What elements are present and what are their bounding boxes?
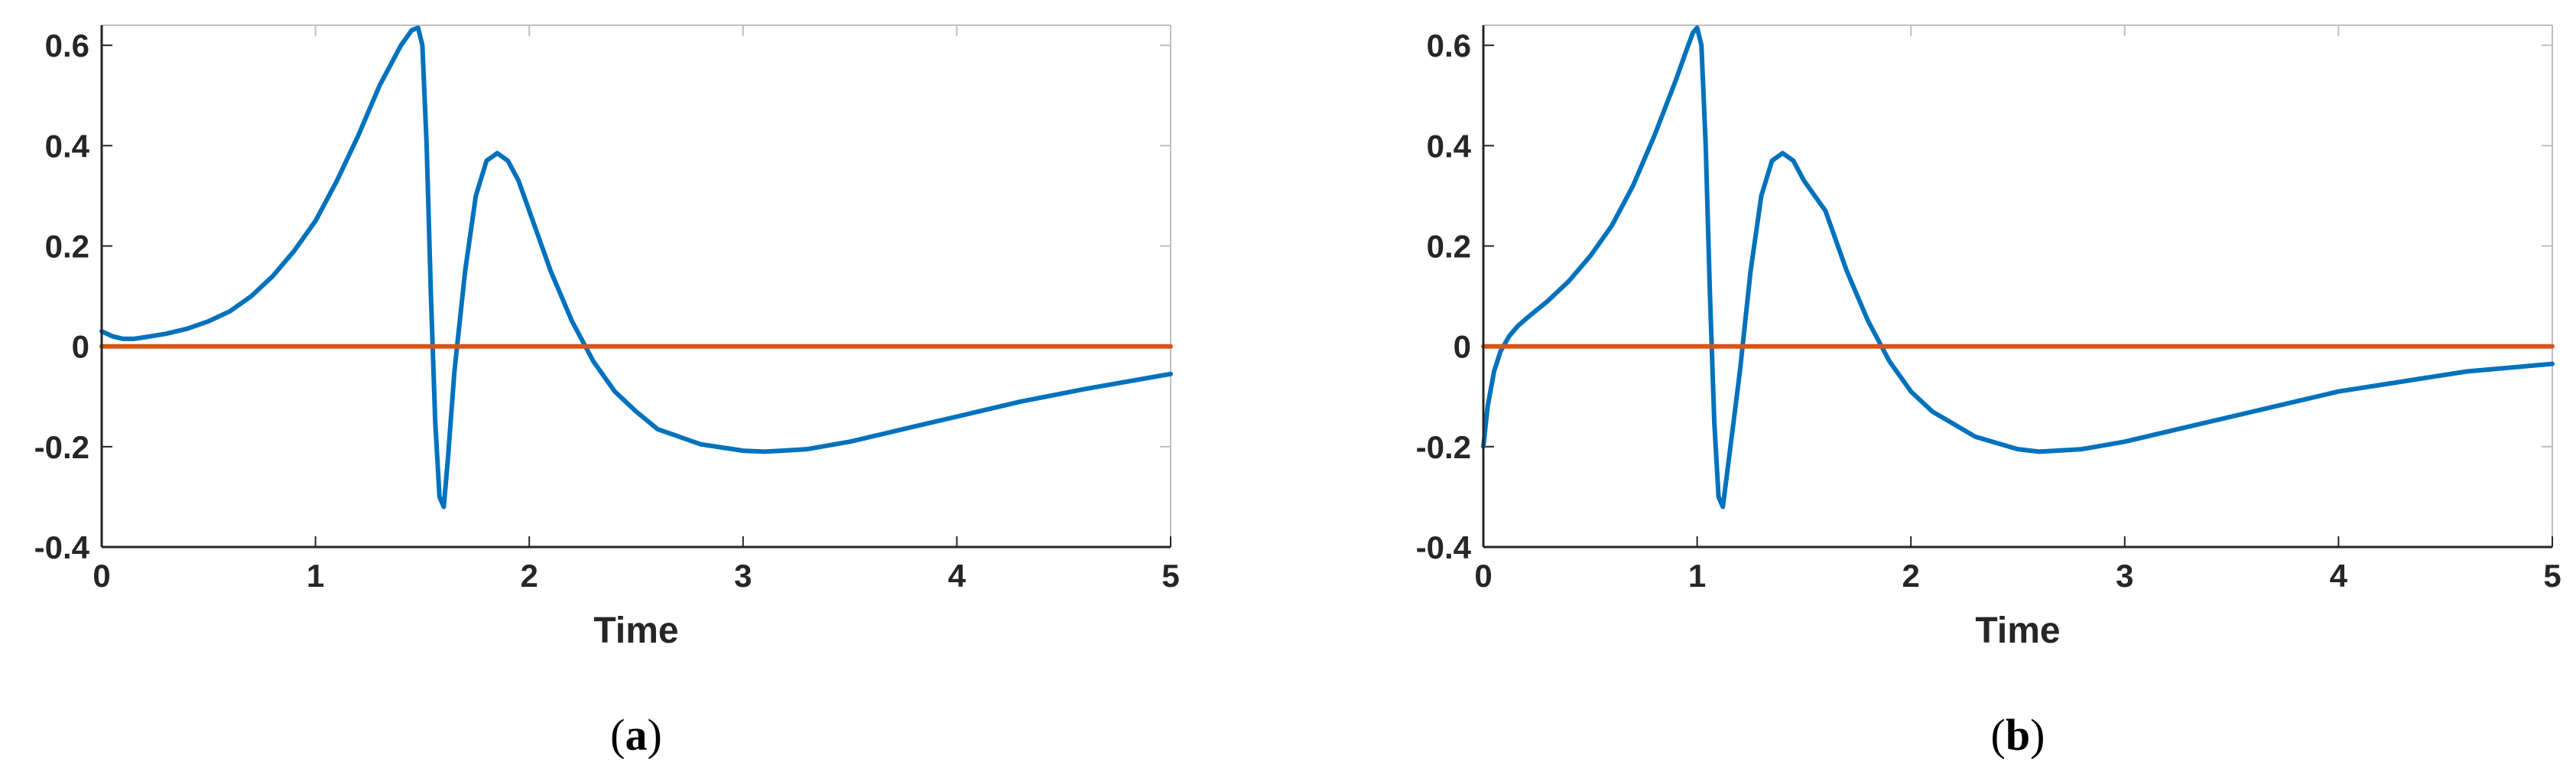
x-tick-label: 2 [521, 558, 538, 594]
panel-label-open: ( [610, 710, 625, 760]
y-tick-label: 0.6 [1427, 28, 1471, 63]
y-tick-label: 0 [72, 329, 89, 365]
y-tick-label: 0.2 [45, 229, 89, 265]
x-tick-label: 1 [1688, 558, 1706, 594]
x-tick-label: 0 [1474, 558, 1492, 594]
x-tick-label: 3 [734, 558, 752, 594]
panel-label-close: ) [2030, 710, 2045, 760]
y-tick-label: 0.6 [45, 28, 89, 63]
x-tick-label: 3 [2116, 558, 2133, 594]
y-tick-label: -0.4 [1416, 529, 1472, 565]
panel-b: 0 1 2 3 4 5 -0.4 -0.2 0 0.2 0.4 0.6 Time (b) [1416, 24, 2561, 760]
x-tick-label: 4 [2330, 558, 2348, 594]
x-tick-label: 4 [948, 558, 966, 594]
y-tick-label: 0 [1454, 329, 1471, 365]
panel-label: (a) [610, 710, 662, 760]
panel-label: (b) [1991, 710, 2045, 760]
x-axis-title: Time [593, 611, 678, 651]
series-line-0 [1481, 25, 2555, 510]
y-tick-label: -0.2 [34, 429, 89, 465]
y-tick-label: -0.2 [1416, 429, 1471, 465]
panel-label-letter: b [2006, 710, 2030, 760]
x-axis-title: Time [1975, 611, 2060, 651]
panel-label-letter: a [625, 710, 648, 760]
x-tick-label: 1 [307, 558, 324, 594]
panel-a: 0 1 2 3 4 5 -0.4 -0.2 0 0.2 0.4 0.6 Time (a) [34, 24, 1180, 760]
x-tick-label: 5 [2543, 558, 2561, 594]
x-tick-label: 5 [1161, 558, 1179, 594]
y-tick-label: 0.4 [45, 128, 90, 164]
y-tick-label: -0.4 [34, 529, 90, 565]
panel-label-open: ( [1991, 710, 2006, 760]
y-tick-label: 0.4 [1427, 128, 1472, 164]
y-tick-label: 0.2 [1427, 229, 1471, 265]
series-line-0 [99, 25, 1173, 510]
x-tick-label: 2 [1902, 558, 1920, 594]
panel-label-close: ) [648, 710, 662, 760]
x-tick-label: 0 [93, 558, 110, 594]
